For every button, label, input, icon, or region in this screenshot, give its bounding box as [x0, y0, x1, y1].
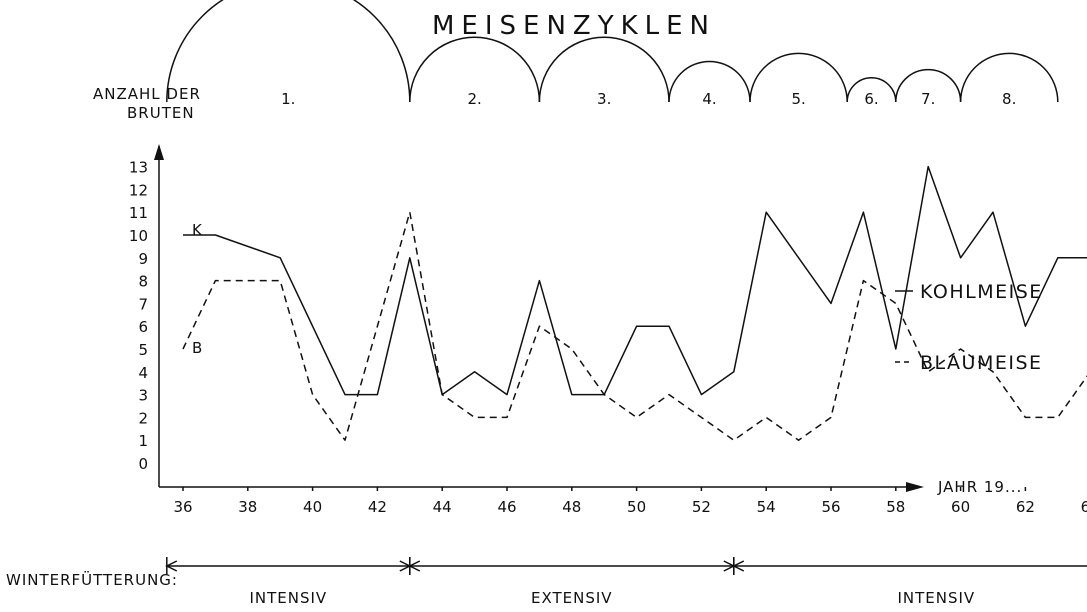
feeding-arrowhead	[732, 560, 745, 572]
legend-label-blaumeise: BLAUMEISE	[920, 352, 1043, 374]
cycle-arc	[895, 68, 962, 103]
axes	[154, 144, 924, 492]
cycle-label: 2.	[467, 90, 481, 108]
cycle-arc	[959, 52, 1059, 103]
x-tick-label: 48	[562, 498, 581, 516]
y-axis-label-line2: BRUTEN	[127, 104, 195, 122]
cycle-arc	[846, 77, 897, 103]
x-tick-label: 42	[368, 498, 387, 516]
y-tick-label: 8	[138, 273, 148, 291]
feeding-segment-label: EXTENSIV	[531, 589, 613, 607]
cycle-label: 4.	[702, 90, 716, 108]
y-tick-label: 0	[138, 455, 148, 473]
cycle-label: 1.	[281, 90, 295, 108]
feeding-segment-label: INTENSIV	[249, 589, 327, 607]
x-tick-label: 58	[886, 498, 905, 516]
x-tick-label: 44	[433, 498, 452, 516]
cycle-arc	[749, 52, 848, 103]
y-tick-label: 6	[138, 318, 148, 336]
y-axis-label-line1: ANZAHL DER	[93, 85, 201, 103]
x-ticks: 36 38 40 42 44 46 48 50 52 54 56 58 60 62 64	[173, 487, 1087, 516]
series-line-kohlmeise	[183, 165, 1087, 396]
feeding-arrowhead	[408, 560, 421, 572]
cycle-label: 8.	[1002, 90, 1016, 108]
y-tick-label: 11	[129, 204, 148, 222]
y-tick-label: 3	[138, 387, 148, 405]
y-tick-label: 13	[129, 159, 148, 177]
y-tick-label: 4	[138, 364, 148, 382]
x-tick-label: 52	[692, 498, 711, 516]
x-tick-label: 46	[497, 498, 516, 516]
cycle-arcs: 1. 2. 3. 4. 5. 6. 7. 8.	[166, 0, 1059, 108]
series-lines: K KOHLMEISE B BLAUMEISE	[182, 165, 1087, 441]
cycle-arc	[668, 60, 751, 103]
x-tick-label: 56	[821, 498, 840, 516]
series-marker-kohlmeise: K	[192, 221, 203, 239]
legend-label-kohlmeise: KOHLMEISE	[920, 281, 1043, 303]
cycle-label: 5.	[791, 90, 805, 108]
x-axis-label: JAHR 19...	[937, 478, 1022, 496]
x-tick-label: 64	[1081, 498, 1087, 516]
y-tick-label: 9	[138, 250, 148, 268]
cycle-label: 6.	[864, 90, 878, 108]
x-axis-arrowhead	[906, 482, 924, 492]
cycle-arc	[409, 36, 541, 103]
series-line-blaumeise	[182, 211, 1087, 441]
x-tick-label: 62	[1016, 498, 1035, 516]
x-tick-label: 38	[238, 498, 257, 516]
x-tick-label: 50	[627, 498, 646, 516]
cycle-arc	[166, 0, 411, 103]
cycle-label: 3.	[597, 90, 611, 108]
series-marker-blaumeise: B	[192, 339, 203, 357]
chart-title: MEISENZYKLEN	[432, 11, 716, 41]
y-tick-label: 2	[138, 409, 148, 427]
cycle-arc	[538, 36, 670, 103]
y-tick-label: 1	[138, 432, 148, 450]
x-tick-label: 36	[173, 498, 192, 516]
feeding-arrowhead	[165, 560, 178, 572]
feeding-segment-label: INTENSIV	[897, 589, 975, 607]
x-tick-label: 40	[303, 498, 322, 516]
feeding-arrows: INTENSIV EXTENSIV INTENSIV	[165, 557, 1087, 607]
y-tick-label: 5	[138, 341, 148, 359]
x-tick-label: 54	[757, 498, 776, 516]
winterfuetterung-label: WINTERFÜTTERUNG:	[6, 570, 178, 589]
y-axis-arrowhead	[154, 144, 164, 160]
cycle-label: 7.	[921, 90, 935, 108]
y-tick-label: 7	[138, 295, 148, 313]
y-tick-label: 12	[129, 181, 148, 199]
y-tick-label: 10	[129, 227, 148, 245]
x-tick-label: 60	[951, 498, 970, 516]
